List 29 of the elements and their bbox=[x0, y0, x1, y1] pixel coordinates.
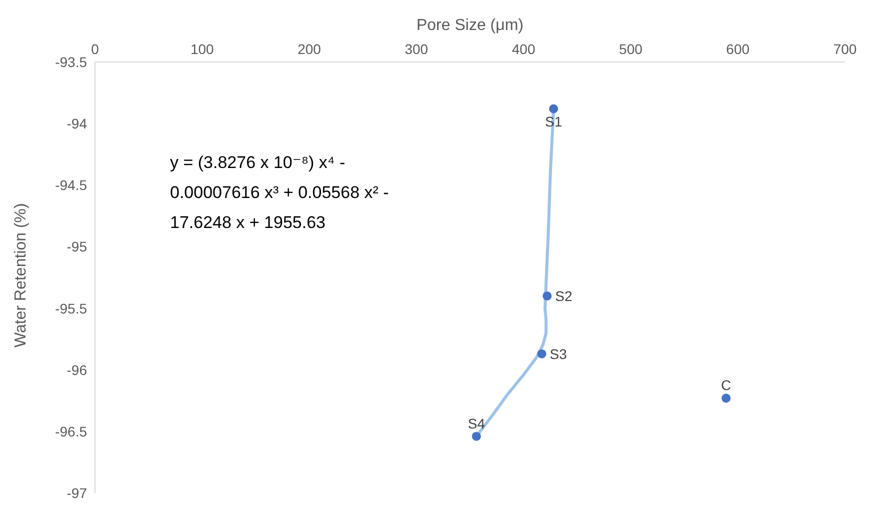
y-tick-label: -96.5 bbox=[55, 423, 88, 440]
x-tick-label: 400 bbox=[512, 41, 536, 57]
annotation: S2 bbox=[555, 288, 572, 304]
x-tick-label: 300 bbox=[404, 41, 428, 57]
x-tick-label: 0 bbox=[91, 41, 100, 57]
annotation: S3 bbox=[550, 346, 568, 362]
y-tick-label: -96 bbox=[66, 362, 88, 378]
y-tick-label: -97 bbox=[66, 484, 88, 501]
y-tick-label: -95 bbox=[66, 238, 88, 255]
y-tick-label: -93.5 bbox=[55, 54, 88, 70]
point bbox=[537, 349, 546, 358]
y-tick-label: -95.5 bbox=[55, 300, 88, 316]
x-tick-label: 700 bbox=[833, 41, 857, 57]
x-axis-title: Pore Size (μm) bbox=[416, 17, 524, 34]
point bbox=[722, 394, 731, 403]
point bbox=[542, 291, 552, 300]
annotation: S4 bbox=[468, 415, 486, 432]
annotation: C bbox=[721, 377, 732, 394]
y-tick-label: -94.5 bbox=[55, 177, 88, 194]
x-tick-label: 500 bbox=[619, 41, 643, 57]
y-tick-label: -94 bbox=[66, 116, 88, 132]
point bbox=[472, 432, 481, 441]
x-tick-label: 600 bbox=[726, 41, 750, 57]
annotation: S1 bbox=[545, 114, 562, 130]
point bbox=[549, 104, 558, 114]
x-tick-label: 200 bbox=[298, 41, 322, 57]
y-axis-title: Water Retention (%) bbox=[12, 203, 30, 348]
annotation: y = (3.8276 x 10⁻⁸) x⁴ - 0.00007616 x³ + 0.05568 x² - 17.6248 x + 1955.63 bbox=[170, 152, 390, 234]
x-tick-label: 100 bbox=[190, 41, 214, 57]
